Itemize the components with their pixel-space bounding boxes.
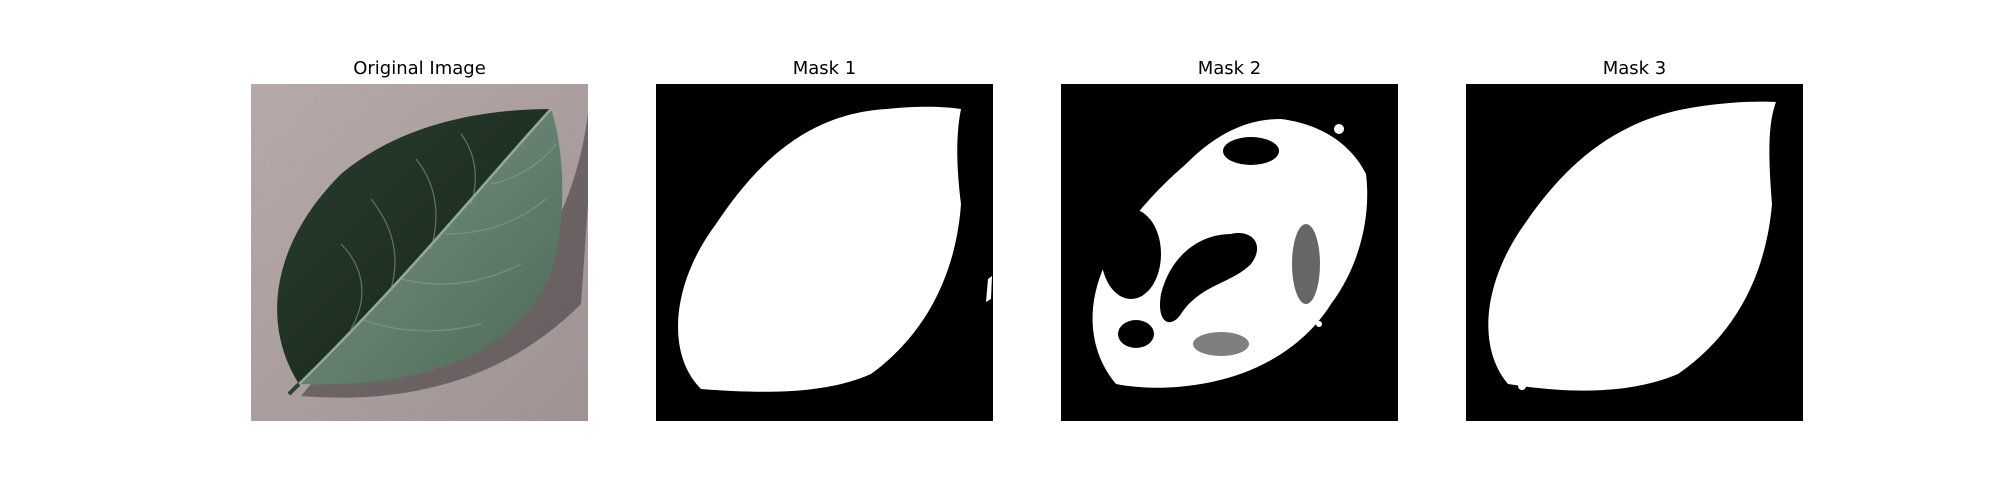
mask-speck: [1316, 321, 1322, 327]
leaf-midrib: [298, 108, 552, 385]
mask-2-svg: [1061, 84, 1398, 421]
mask-1-image: [656, 84, 993, 421]
mask-foreground: [1488, 101, 1776, 391]
mask-hole: [1160, 233, 1258, 323]
mask-hole: [1171, 222, 1191, 246]
panel-mask-2: Mask 2: [1061, 0, 1398, 430]
leaf-veins: [340, 133, 557, 332]
mask-hole: [1101, 209, 1161, 299]
leaf-photo-svg: [251, 84, 588, 421]
mask-speck: [1334, 124, 1344, 134]
leaf-shadow: [301, 114, 588, 398]
original-leaf-photo: [251, 84, 588, 421]
leaf-dark-half: [277, 109, 551, 384]
mask-speck: [1153, 198, 1161, 206]
mask-1-svg: [656, 84, 993, 421]
mask-speck: [986, 276, 992, 302]
panel-title: Mask 3: [1602, 58, 1667, 79]
panel-mask-1: Mask 1: [656, 0, 993, 430]
mask-speck: [1518, 382, 1526, 390]
panel-title: Mask 1: [792, 58, 857, 79]
mask-foreground: [678, 106, 961, 392]
mask-hole: [1118, 320, 1154, 348]
mask-3-svg: [1466, 84, 1803, 421]
mask-3-image: [1466, 84, 1803, 421]
mask-hole: [1292, 224, 1320, 304]
panel-title: Original Image: [353, 58, 486, 79]
leaf-stem: [287, 382, 301, 396]
panel-title: Mask 2: [1197, 58, 1262, 79]
mask-2-image: [1061, 84, 1398, 421]
panel-mask-3: Mask 3: [1466, 0, 1803, 430]
panel-original-image: Original Image: [251, 0, 588, 430]
mask-hole: [1223, 137, 1279, 165]
mask-hole: [1193, 332, 1249, 356]
